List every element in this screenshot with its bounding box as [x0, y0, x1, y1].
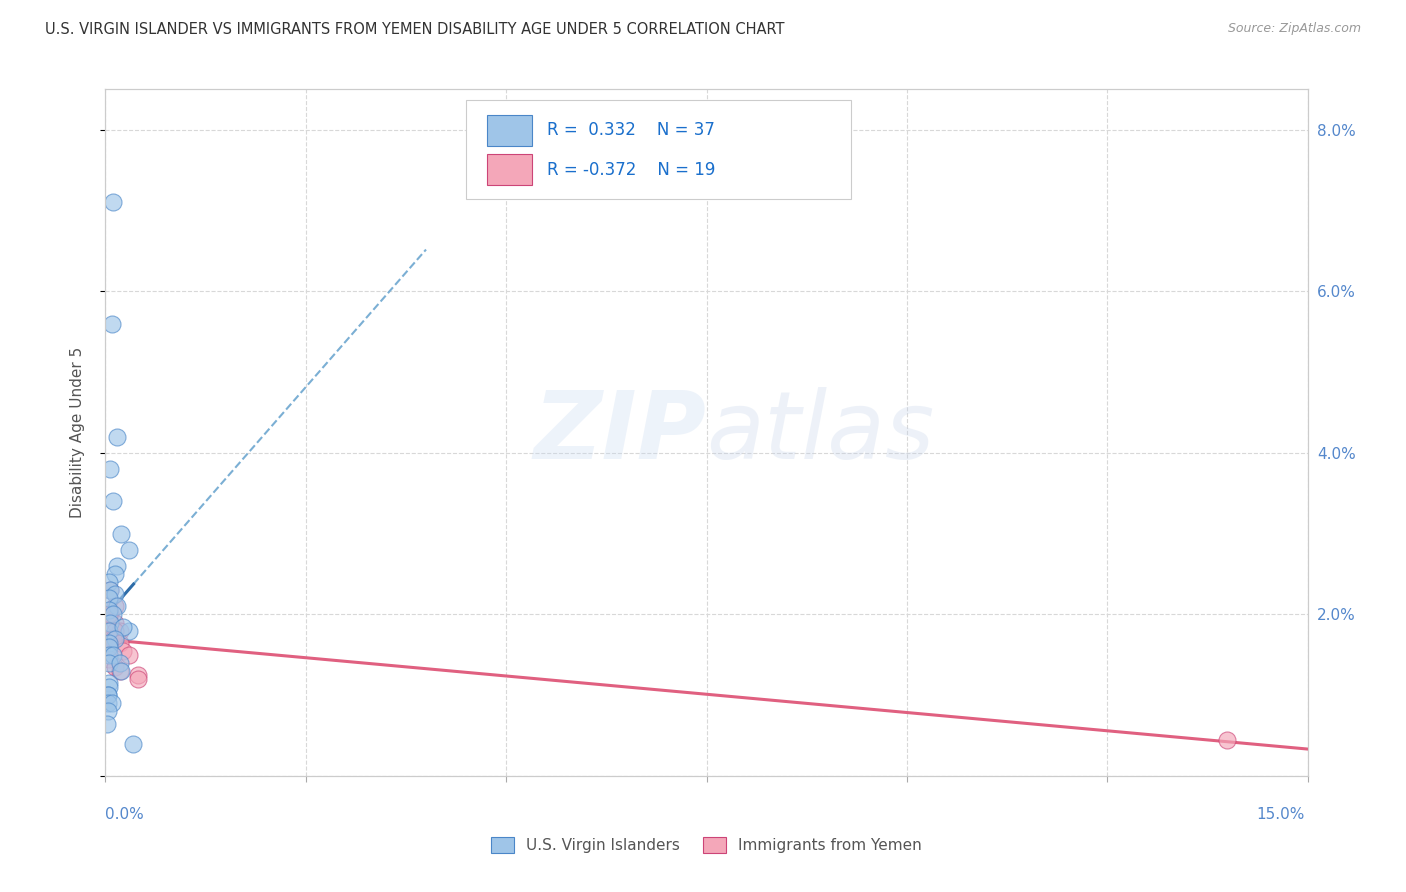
Text: 0.0%: 0.0%	[105, 807, 145, 822]
Point	[118, 648, 141, 662]
Point	[98, 575, 121, 590]
Point	[103, 195, 125, 210]
Point	[97, 648, 120, 662]
Point	[98, 632, 121, 646]
Text: 15.0%: 15.0%	[1257, 807, 1305, 822]
Point	[104, 567, 127, 582]
Point	[110, 526, 132, 541]
Point	[118, 542, 141, 557]
Point	[97, 603, 120, 617]
Point	[97, 607, 120, 622]
Point	[97, 705, 120, 719]
Point	[98, 615, 121, 630]
Point	[97, 640, 120, 654]
Point	[98, 640, 121, 654]
Point	[97, 688, 120, 702]
Point	[101, 317, 124, 331]
Point	[104, 599, 127, 614]
Text: U.S. VIRGIN ISLANDER VS IMMIGRANTS FROM YEMEN DISABILITY AGE UNDER 5 CORRELATION: U.S. VIRGIN ISLANDER VS IMMIGRANTS FROM …	[45, 22, 785, 37]
Point	[97, 676, 120, 690]
Point	[108, 664, 131, 678]
Point	[104, 624, 127, 638]
Point	[98, 462, 121, 476]
Point	[97, 688, 120, 702]
Point	[103, 607, 125, 622]
Point	[104, 632, 127, 646]
Point	[98, 591, 121, 606]
Point	[112, 619, 135, 633]
Point	[108, 656, 131, 670]
Bar	[486, 114, 533, 145]
Point	[104, 615, 127, 630]
Point	[107, 558, 129, 573]
Text: Source: ZipAtlas.com: Source: ZipAtlas.com	[1227, 22, 1361, 36]
Point	[96, 716, 118, 731]
Text: ZIP: ZIP	[534, 386, 707, 479]
Point	[108, 636, 131, 650]
Bar	[486, 154, 533, 186]
Point	[112, 644, 135, 658]
Point	[104, 660, 127, 674]
Point	[97, 680, 120, 694]
Point	[107, 599, 129, 614]
FancyBboxPatch shape	[465, 100, 851, 199]
Point	[1216, 732, 1239, 747]
Text: atlas: atlas	[707, 387, 935, 478]
Legend: U.S. Virgin Islanders, Immigrants from Yemen: U.S. Virgin Islanders, Immigrants from Y…	[484, 830, 929, 861]
Point	[98, 607, 121, 622]
Point	[97, 652, 120, 666]
Point	[104, 587, 127, 601]
Point	[103, 494, 125, 508]
Y-axis label: Disability Age Under 5: Disability Age Under 5	[70, 347, 84, 518]
Point	[108, 624, 131, 638]
Point	[97, 656, 120, 670]
Point	[103, 648, 125, 662]
Point	[127, 672, 149, 686]
Point	[107, 430, 129, 444]
Text: R =  0.332    N = 37: R = 0.332 N = 37	[547, 121, 714, 139]
Point	[127, 668, 149, 682]
Point	[97, 696, 120, 710]
Point	[118, 624, 141, 638]
Point	[98, 583, 121, 598]
Point	[122, 737, 145, 751]
Point	[98, 583, 121, 598]
Point	[101, 696, 124, 710]
Point	[97, 636, 120, 650]
Point	[103, 632, 125, 646]
Point	[110, 664, 132, 678]
Point	[98, 624, 121, 638]
Text: R = -0.372    N = 19: R = -0.372 N = 19	[547, 161, 716, 179]
